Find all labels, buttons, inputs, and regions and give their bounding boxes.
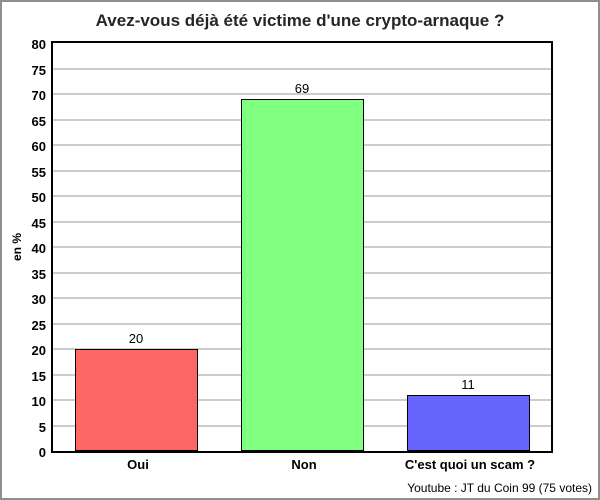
- y-tick-label: 5: [38, 419, 46, 435]
- bar-value-label: 11: [461, 376, 475, 392]
- y-tick-label: 20: [31, 343, 46, 358]
- gridline: [53, 93, 551, 95]
- bar-oui: [74, 349, 198, 451]
- y-tick-label: 25: [31, 317, 46, 333]
- y-tick-label: 60: [31, 139, 46, 154]
- chart-title: Avez-vous déjà été victime d'une crypto-…: [95, 11, 505, 30]
- y-tick-label: 80: [31, 37, 46, 52]
- y-tick-label: 0: [38, 445, 46, 460]
- y-tick-label: 50: [31, 190, 46, 205]
- y-tick-label: 40: [31, 241, 46, 256]
- y-tick-label: 55: [31, 164, 46, 180]
- bar-non: [240, 99, 364, 451]
- y-tick-label: 30: [31, 292, 46, 307]
- y-tick-label: 45: [31, 215, 46, 231]
- y-tick-label: 65: [31, 113, 46, 129]
- x-tick-label-oui: Oui: [127, 457, 149, 472]
- bar-value-label: 20: [128, 331, 144, 346]
- x-tick-label-c-est-quoi-un-scam: C'est quoi un scam ?: [404, 457, 536, 472]
- y-tick-label: 75: [31, 62, 46, 78]
- y-tick-label: 35: [31, 266, 46, 282]
- x-tick-label-non: Non: [291, 457, 317, 472]
- bar-c-est-quoi-un-scam: [406, 394, 530, 451]
- y-tick-label: 15: [31, 368, 46, 384]
- source-credit: Youtube : JT du Coin 99 (75 votes): [407, 481, 592, 495]
- plot-area: 20 69 11: [51, 41, 553, 453]
- y-tick-label: 70: [31, 88, 46, 103]
- bar-value-label: 69: [294, 81, 310, 97]
- y-tick-label: 10: [31, 394, 46, 409]
- gridline: [53, 67, 551, 70]
